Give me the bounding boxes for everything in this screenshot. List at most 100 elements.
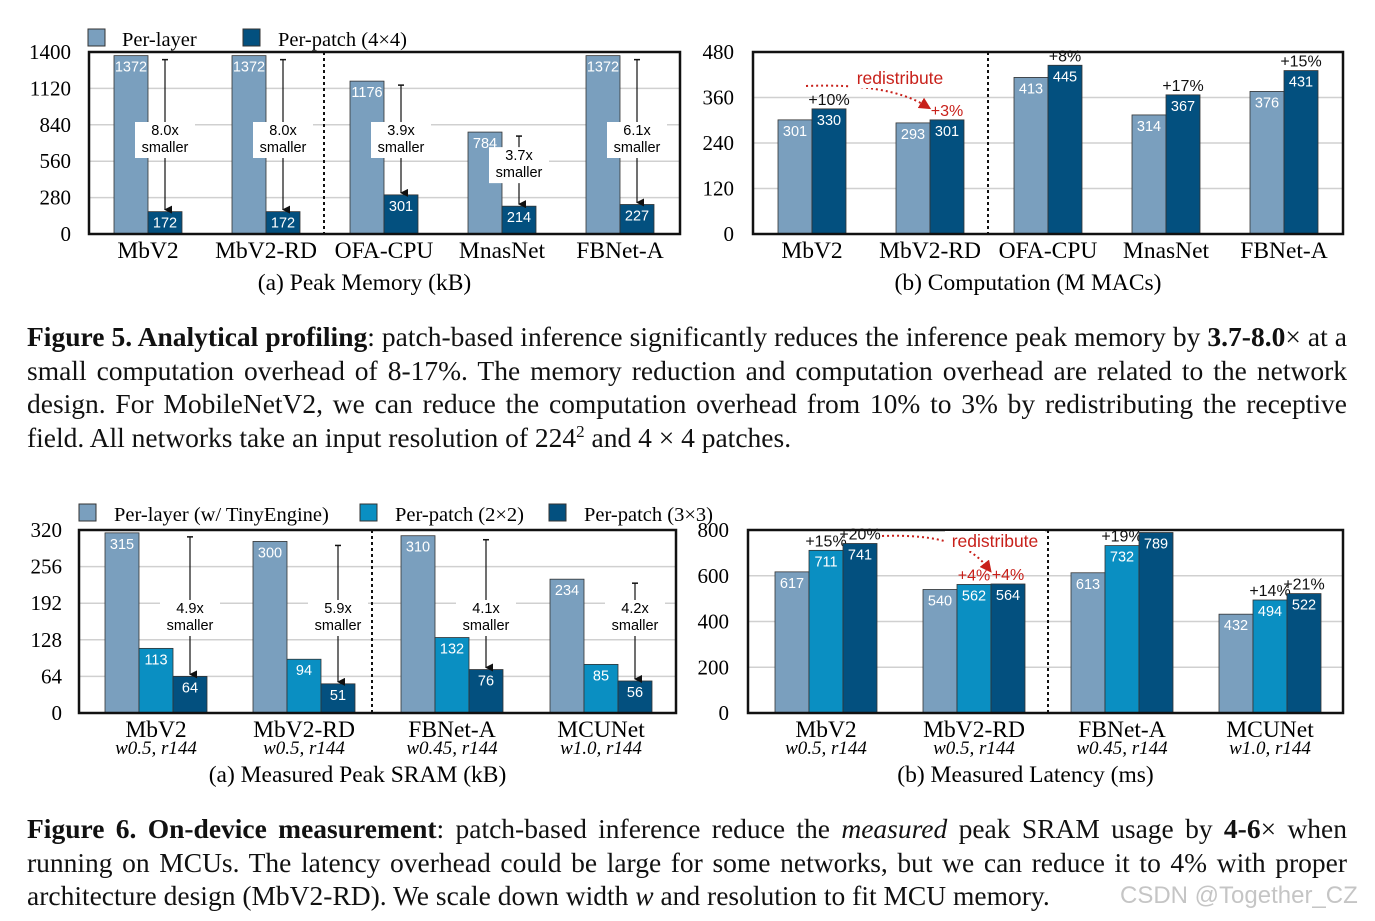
bar-value-label: 1372 bbox=[233, 60, 265, 76]
caption-italic: w bbox=[635, 880, 654, 911]
bar-value-label: 413 bbox=[1019, 81, 1043, 97]
figure-5-caption: Figure 5. Analytical profiling: patch-ba… bbox=[27, 320, 1347, 454]
category-label: MbV2 bbox=[125, 717, 186, 743]
caption-bold: 3.7-8.0 bbox=[1207, 321, 1286, 352]
label-background bbox=[308, 600, 368, 636]
y-tick-label: 64 bbox=[41, 664, 63, 688]
y-tick-label: 0 bbox=[724, 222, 735, 246]
chart-title: (b) Measured Latency (ms) bbox=[897, 762, 1153, 788]
redistribute-label: redistribute bbox=[857, 68, 944, 88]
label-background bbox=[605, 600, 665, 636]
caption-text: : patch-based inference reduce the bbox=[436, 813, 842, 844]
bar-value-label: 310 bbox=[406, 540, 430, 556]
bar bbox=[104, 532, 140, 714]
bar-value-label: 330 bbox=[817, 113, 841, 129]
bar-value-label: 94 bbox=[296, 663, 312, 679]
y-tick-label: 0 bbox=[61, 222, 72, 246]
reduction-label: smaller bbox=[142, 140, 189, 156]
bar bbox=[895, 122, 931, 235]
caption-bold: 4-6 bbox=[1223, 813, 1261, 844]
legend-label: Per-layer bbox=[122, 29, 197, 51]
legend-label: Per-patch (3×3) bbox=[584, 504, 713, 526]
bar-value-label: 431 bbox=[1289, 75, 1313, 91]
reduction-factor: 4.9x bbox=[176, 601, 204, 617]
bar-value-label: 789 bbox=[1144, 537, 1168, 553]
label-background bbox=[456, 600, 516, 636]
label-background bbox=[607, 122, 667, 158]
bar-value-label: 376 bbox=[1255, 95, 1279, 111]
bar-value-label: 741 bbox=[848, 547, 872, 563]
bar-value-label: 613 bbox=[1076, 577, 1100, 593]
label-background bbox=[253, 122, 313, 158]
category-label: MCUNet bbox=[557, 717, 645, 743]
category-label: MbV2 bbox=[795, 717, 856, 743]
plot-frame bbox=[751, 50, 1345, 236]
bar bbox=[1138, 532, 1174, 714]
reduction-factor: 3.7x bbox=[505, 148, 533, 164]
category-label: FBNet-A bbox=[408, 717, 496, 743]
bar bbox=[468, 669, 504, 714]
y-tick-label: 800 bbox=[698, 518, 730, 542]
redistribute-label: redistribute bbox=[952, 531, 1039, 551]
bar-value-label: 51 bbox=[330, 688, 346, 704]
y-tick-label: 360 bbox=[703, 86, 735, 110]
category-label: MbV2-RD bbox=[253, 717, 355, 743]
y-tick-label: 840 bbox=[40, 113, 72, 137]
category-sublabel: w0.5, r144 bbox=[933, 738, 1015, 759]
category-sublabel: w1.0, r144 bbox=[1229, 738, 1311, 759]
category-label: MbV2-RD bbox=[879, 238, 981, 264]
y-tick-label: 200 bbox=[698, 655, 730, 679]
chart-2: 0 120 240 360 480 301 330 +10% MbV2 293 301 +3% MbV2… bbox=[703, 40, 1345, 296]
category-sublabel: w0.5, r144 bbox=[115, 738, 197, 759]
figure-6-caption: Figure 6. On-device measurement: patch-b… bbox=[27, 812, 1347, 913]
caption-text: peak SRAM usage by bbox=[947, 813, 1224, 844]
reduction-label: smaller bbox=[463, 618, 510, 634]
caption-text: × at a small computation overhead of 8-1… bbox=[27, 321, 1347, 453]
label-background bbox=[489, 147, 549, 184]
label-background bbox=[160, 600, 220, 636]
overhead-label: +21% bbox=[1283, 577, 1324, 594]
bar-value-label: 315 bbox=[110, 537, 134, 553]
label-background bbox=[135, 122, 195, 158]
category-label: MbV2 bbox=[117, 238, 178, 264]
y-tick-label: 480 bbox=[703, 40, 735, 64]
bar-value-label: 214 bbox=[507, 210, 531, 226]
category-label: MnasNet bbox=[459, 238, 546, 264]
caption-label: Figure 6. On-device measurement bbox=[27, 813, 437, 844]
bar-value-label: 293 bbox=[901, 127, 925, 143]
bar-value-label: 564 bbox=[996, 588, 1020, 604]
chart-4: 0200400600800617711+15%741+20%MbV2w0.5, … bbox=[698, 518, 1345, 788]
bar-value-label: 234 bbox=[555, 583, 579, 599]
plot-frame bbox=[77, 528, 678, 715]
redistribute-arrow bbox=[805, 84, 932, 110]
y-tick-label: 600 bbox=[698, 564, 730, 588]
bar bbox=[1070, 572, 1106, 714]
legend-label: Per-layer (w/ TinyEngine) bbox=[114, 504, 329, 526]
overhead-label: +10% bbox=[808, 92, 849, 109]
reduction-label: smaller bbox=[378, 140, 425, 156]
bar bbox=[138, 647, 174, 714]
bar bbox=[842, 543, 878, 714]
bar-value-label: 540 bbox=[928, 593, 952, 609]
legend-label: Per-patch (2×2) bbox=[395, 504, 524, 526]
y-tick-label: 400 bbox=[698, 610, 730, 634]
bar-value-label: 301 bbox=[389, 199, 413, 215]
bar-value-label: 76 bbox=[478, 674, 494, 690]
reduction-factor: 3.9x bbox=[387, 123, 415, 139]
bar-value-label: 562 bbox=[962, 588, 986, 604]
category-sublabel: w0.45, r144 bbox=[406, 738, 498, 759]
legend-swatch bbox=[78, 503, 97, 522]
label-background bbox=[945, 531, 1045, 551]
y-tick-label: 256 bbox=[31, 555, 63, 579]
caption-text: × when running on MCUs. The latency over… bbox=[27, 813, 1348, 911]
bar-value-label: 1176 bbox=[351, 85, 382, 101]
y-tick-label: 128 bbox=[31, 628, 63, 652]
reduction-factor: 4.1x bbox=[472, 601, 500, 617]
bar-value-label: 85 bbox=[593, 668, 609, 684]
bar-value-label: 732 bbox=[1110, 550, 1134, 566]
reduction-factor: 8.0x bbox=[269, 123, 297, 139]
reduction-label: smaller bbox=[260, 140, 307, 156]
bar-value-label: 132 bbox=[440, 642, 464, 658]
bar-value-label: 300 bbox=[258, 545, 282, 561]
bar bbox=[1249, 91, 1285, 235]
